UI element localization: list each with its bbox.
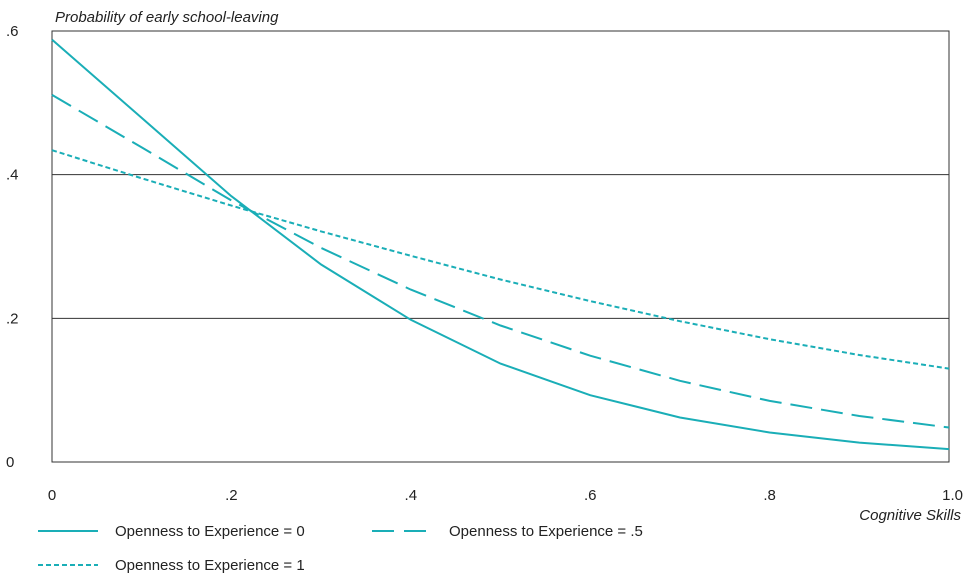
legend-label-3: Openness to Experience = 1 (115, 557, 305, 574)
plot-frame (51, 30, 950, 463)
x-tick-labels: 0 .2 .4 .6 .8 1.0 (48, 487, 963, 504)
legend-label-1: Openness to Experience = 0 (115, 523, 305, 540)
x-tick-label: .2 (225, 487, 238, 504)
x-axis-title: Cognitive Skills (859, 507, 961, 524)
x-tick-label: 0 (48, 487, 56, 504)
gridlines (52, 174, 949, 319)
y-tick-label: .4 (6, 167, 19, 184)
legend: Openness to Experience = 0 Openness to Ex… (38, 523, 643, 574)
series-lines (51, 38, 950, 451)
y-tick-label: .6 (6, 23, 19, 40)
x-tick-label: .4 (405, 487, 418, 504)
series-line-1 (51, 38, 950, 451)
x-tick-label: 1.0 (942, 487, 963, 504)
y-tick-label: .2 (6, 310, 19, 327)
y-tick-label: 0 (6, 454, 14, 471)
x-tick-label: .6 (584, 487, 597, 504)
y-tick-labels: 0 .2 .4 .6 (6, 23, 19, 471)
x-tick-label: .8 (763, 487, 776, 504)
series-line-3 (51, 149, 950, 370)
legend-label-2: Openness to Experience = .5 (449, 523, 643, 540)
series-line-2 (51, 94, 950, 429)
y-axis-title: Probability of early school-leaving (55, 9, 279, 26)
